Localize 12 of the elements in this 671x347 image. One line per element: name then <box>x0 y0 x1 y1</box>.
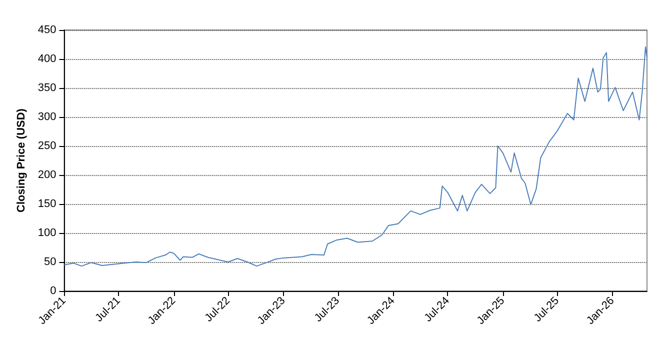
y-tick-label: 100 <box>38 227 56 239</box>
y-tick-label: 300 <box>38 111 56 123</box>
y-tick-label: 200 <box>38 169 56 181</box>
y-tick-label: 250 <box>38 140 56 152</box>
y-tick-label: 350 <box>38 82 56 94</box>
y-tick-label: 400 <box>38 53 56 65</box>
line-series <box>64 46 648 267</box>
y-tick-label: 0 <box>50 285 56 297</box>
y-tick-label: 150 <box>38 198 56 210</box>
y-tick-label: 450 <box>38 24 56 36</box>
y-tick-label: 50 <box>44 256 56 268</box>
y-axis-title: Closing Price (USD) <box>16 108 28 212</box>
